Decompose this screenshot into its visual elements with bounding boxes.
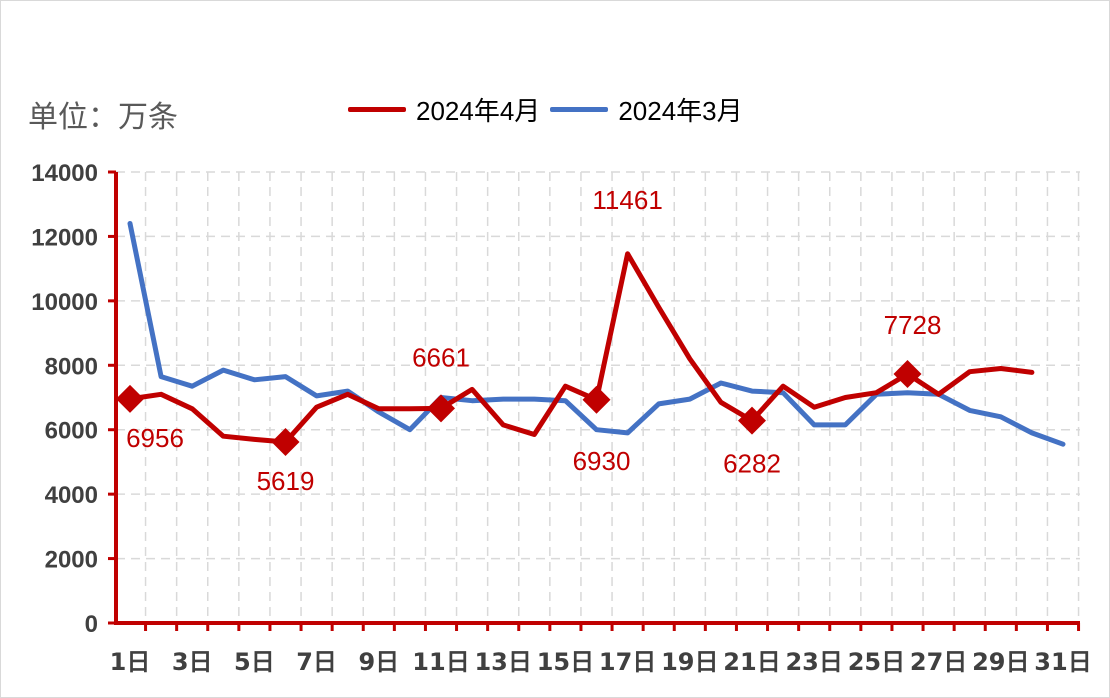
x-tick-label: 23日 (785, 648, 842, 676)
data-label: 6282 (723, 449, 781, 479)
legend-item-march: 2024年3月 (550, 91, 743, 128)
x-tick-label: 11日 (412, 648, 469, 676)
y-tick-label: 2000 (45, 547, 98, 574)
legend: 2024年4月 2024年3月 (348, 92, 753, 126)
x-tick-label: 31日 (1034, 648, 1091, 676)
data-label: 6956 (126, 423, 184, 453)
data-label: 5619 (257, 466, 315, 496)
y-tick-label: 12000 (31, 224, 98, 251)
y-tick-label: 0 (85, 611, 98, 638)
x-tick-label: 21日 (723, 648, 780, 676)
legend-swatch-april (348, 106, 406, 112)
unit-label: 单位：万条 (28, 100, 178, 135)
x-tick-label: 25日 (848, 648, 905, 676)
data-label: 7728 (884, 310, 942, 340)
x-tick-label: 9日 (358, 648, 399, 676)
data-label: 6930 (573, 446, 631, 476)
marker-diamond (738, 406, 766, 435)
x-tick-label: 1日 (110, 648, 151, 676)
marker-diamond (271, 427, 300, 456)
x-tick-label: 3日 (172, 648, 213, 676)
y-tick-label: 8000 (45, 353, 98, 380)
data-label: 6661 (412, 342, 470, 372)
marker-diamond (427, 394, 455, 423)
marker-diamond (116, 384, 144, 413)
x-tick-label: 5日 (234, 648, 275, 676)
x-tick-label: 7日 (296, 648, 337, 676)
data-label: 11461 (592, 185, 662, 215)
series-line-march (127, 221, 1066, 447)
marker-diamond (893, 360, 922, 389)
legend-label-march: 2024年3月 (618, 95, 743, 126)
y-tick-label: 4000 (45, 482, 98, 509)
marker-diamond (582, 385, 611, 414)
x-tick-label: 13日 (474, 648, 531, 676)
legend-item-april: 2024年4月 (348, 91, 540, 128)
y-tick-label: 14000 (31, 160, 98, 187)
legend-swatch-march (550, 106, 609, 112)
x-tick-label: 19日 (661, 648, 718, 676)
x-tick-label: 27日 (910, 648, 967, 676)
x-tick-label: 29日 (972, 648, 1029, 676)
x-tick-label: 17日 (599, 648, 656, 676)
y-tick-label: 10000 (31, 289, 98, 316)
legend-label-april: 2024年4月 (416, 95, 541, 126)
y-tick-label: 6000 (45, 418, 98, 445)
x-tick-label: 15日 (537, 648, 594, 676)
